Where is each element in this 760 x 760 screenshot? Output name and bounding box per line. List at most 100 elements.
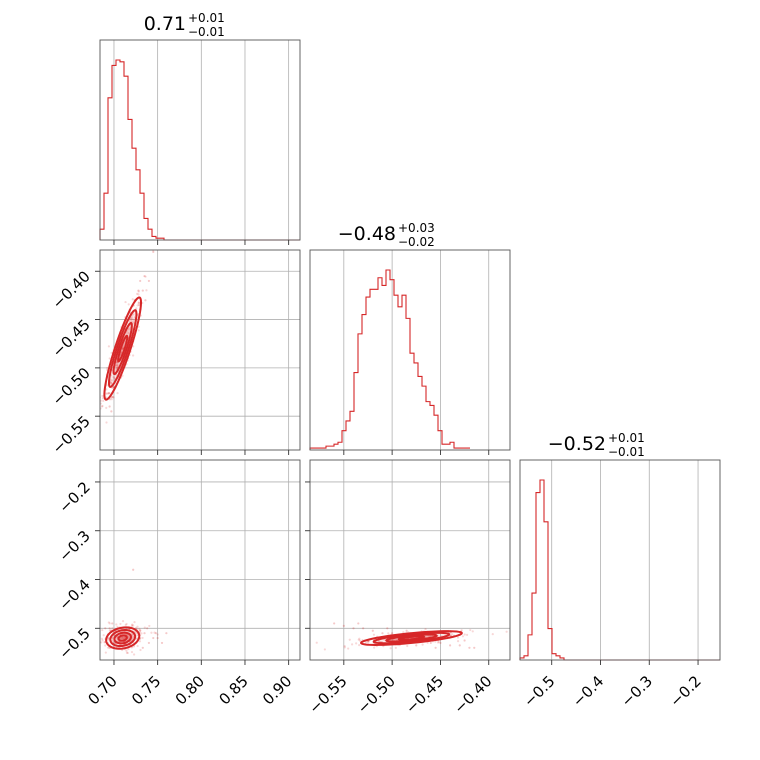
sample-point: [131, 623, 134, 626]
contour-fill: [114, 632, 131, 644]
sample-point: [102, 634, 105, 637]
x-tick-label: 0.85: [215, 672, 251, 708]
sample-point: [102, 399, 105, 402]
sample-point: [132, 320, 135, 324]
sample-point: [97, 390, 99, 392]
sample-point: [145, 289, 148, 292]
sample-point: [367, 640, 370, 643]
sample-point: [387, 632, 390, 635]
sample-point: [107, 392, 111, 395]
sample-point: [108, 392, 111, 395]
sample-point: [342, 624, 345, 627]
sample-point: [448, 644, 452, 647]
sample-point: [357, 622, 360, 625]
sample-point: [138, 630, 142, 633]
sample-point: [107, 392, 110, 395]
sample-point: [106, 366, 109, 370]
sample-point: [391, 632, 394, 635]
sample-point: [160, 641, 164, 645]
sample-point: [105, 392, 108, 395]
sample-point: [352, 627, 355, 630]
sample-point: [104, 644, 107, 647]
sample-point: [147, 279, 151, 283]
sample-point: [406, 644, 409, 648]
sample-point: [141, 289, 144, 292]
sample-point: [153, 631, 156, 634]
sample-point: [121, 636, 124, 639]
sample-point: [405, 629, 408, 632]
sample-point: [110, 379, 113, 382]
sample-point: [110, 382, 113, 385]
panel-frame: [99, 459, 301, 661]
sample-point: [132, 345, 135, 348]
y-tick-label: −0.55: [49, 412, 94, 457]
x-tick-label: 0.70: [84, 672, 120, 708]
sample-point: [112, 396, 115, 399]
sample-point: [107, 637, 110, 640]
sample-point: [100, 637, 104, 640]
y-tick-label: −0.50: [49, 364, 94, 409]
sample-point: [348, 638, 351, 641]
sample-point: [133, 621, 136, 624]
sample-point: [103, 641, 106, 644]
sample-point: [468, 646, 471, 649]
sample-point: [465, 633, 469, 636]
sample-point: [381, 632, 384, 635]
sample-point: [429, 641, 432, 645]
sample-point: [104, 627, 107, 630]
sample-point: [115, 363, 118, 366]
sample-point: [135, 626, 138, 630]
sample-point: [130, 315, 133, 318]
y-tick-label: −0.5: [55, 624, 93, 662]
sample-point: [371, 629, 374, 632]
x-tick-label: −0.3: [618, 672, 656, 710]
sample-point: [101, 628, 104, 632]
sample-point: [143, 274, 146, 278]
sample-point: [137, 290, 140, 293]
sample-point: [105, 406, 108, 410]
sample-point: [108, 398, 112, 401]
sample-point: [358, 637, 361, 640]
contour-level-1: [385, 633, 438, 643]
y-tick-label: −0.2: [55, 478, 93, 516]
sample-point: [110, 410, 113, 413]
sample-point: [347, 647, 350, 650]
sample-point: [111, 395, 114, 398]
sample-point: [130, 650, 134, 654]
sample-point: [424, 628, 427, 631]
sample-point: [111, 627, 114, 630]
sample-point: [121, 620, 125, 623]
x-tick-label: 0.80: [172, 672, 208, 708]
panel-frame: [519, 459, 721, 661]
sample-point: [343, 644, 346, 648]
param-title-minus-2: −0.01: [608, 445, 645, 459]
sample-point: [119, 622, 122, 626]
contour-level-2: [109, 629, 137, 648]
sample-point: [137, 289, 140, 292]
sample-point: [154, 632, 157, 635]
sample-point: [135, 307, 138, 310]
sample-point: [100, 405, 104, 408]
sample-point: [137, 293, 140, 296]
sample-point: [104, 651, 107, 654]
sample-point: [116, 364, 119, 367]
sample-point: [127, 328, 130, 331]
sample-point: [456, 636, 460, 639]
sample-point: [116, 625, 119, 628]
sample-point: [461, 635, 465, 638]
sample-point: [137, 301, 140, 304]
sample-point: [471, 630, 474, 633]
x-tick-label: −0.45: [402, 672, 447, 717]
sample-point: [150, 631, 153, 634]
sample-point: [144, 275, 147, 278]
param-title-2: −0.52: [548, 433, 606, 455]
histogram-0: [99, 59, 300, 241]
sample-point: [458, 644, 461, 647]
sample-point: [460, 629, 463, 632]
param-title-minus-1: −0.02: [398, 235, 435, 249]
sample-point: [101, 639, 104, 642]
hist-panel-1: −0.48 +0.03−0.02: [309, 221, 511, 455]
sample-point: [362, 627, 365, 630]
sample-point: [100, 402, 102, 405]
sample-point: [108, 405, 111, 408]
